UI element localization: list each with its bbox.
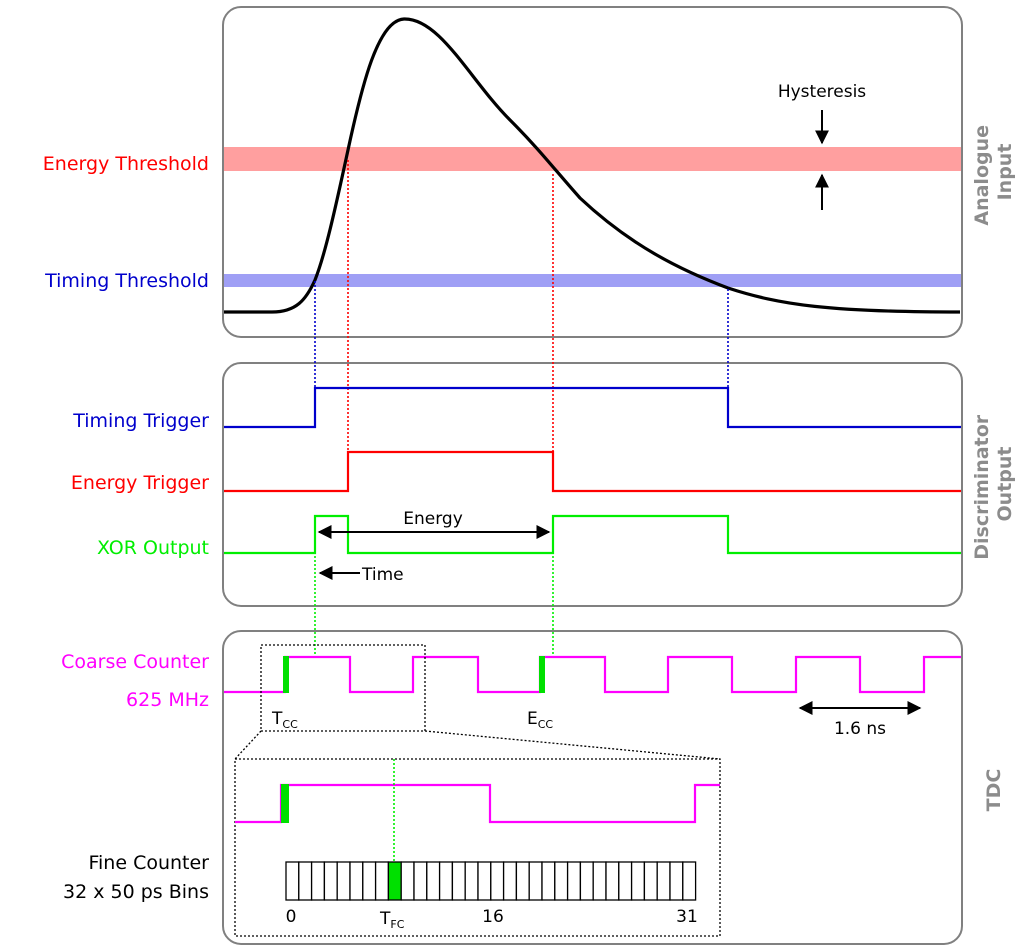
fine-bin xyxy=(426,861,441,901)
discriminator-side-line1: Discriminator xyxy=(971,414,993,560)
zoom-detail-box xyxy=(234,758,721,937)
fine-bin xyxy=(502,861,518,901)
fine-bin xyxy=(579,861,594,901)
fine-bin xyxy=(541,861,556,901)
timing-trigger-label: Timing Trigger xyxy=(72,410,209,432)
fine-bin xyxy=(336,861,351,901)
tcc-main: T xyxy=(271,709,283,729)
tfc-sub: FC xyxy=(390,918,404,931)
fine-bin xyxy=(451,861,466,901)
period-label: 1.6 ns xyxy=(834,719,886,739)
analogue-side-line2: Input xyxy=(994,144,1016,201)
fine-bin xyxy=(387,861,402,901)
fine-bin xyxy=(669,861,684,901)
coarse-counter-label: Coarse Counter xyxy=(61,651,209,673)
fine-bin xyxy=(323,861,338,901)
tcc-label: TCC xyxy=(271,709,298,731)
fine-bin xyxy=(630,861,646,901)
fine-bin xyxy=(682,861,697,901)
analogue-input-panel xyxy=(222,6,963,338)
fine-bin xyxy=(362,861,377,901)
energy-threshold-label: Energy Threshold xyxy=(43,153,209,175)
timing-threshold-label: Timing Threshold xyxy=(44,270,209,292)
tcc-highlight xyxy=(283,656,289,693)
fine-bin xyxy=(374,861,390,901)
fine-bin xyxy=(605,861,620,901)
fine-bin xyxy=(618,861,633,901)
fine-bin xyxy=(592,861,607,901)
fine-bin xyxy=(413,861,428,901)
fine-bin xyxy=(298,861,313,901)
coarse-frequency-label: 625 MHz xyxy=(126,689,209,711)
fine-bin xyxy=(310,861,326,901)
coarse-counter-clock xyxy=(224,655,961,694)
zoom-connector-right xyxy=(424,730,721,760)
fine-bin xyxy=(438,861,454,901)
ecc-highlight xyxy=(539,656,545,693)
tdc-side-label: TDC xyxy=(983,769,1005,812)
xor-output-waveform xyxy=(224,514,961,555)
timing-threshold-band xyxy=(224,274,961,287)
energy-threshold-band xyxy=(224,147,961,171)
fine-counter-bins xyxy=(285,861,697,901)
discriminator-output-panel xyxy=(222,362,963,607)
xor-output-label: XOR Output xyxy=(97,537,209,559)
fine-bin xyxy=(656,861,671,901)
ecc-label: ECC xyxy=(527,709,553,731)
ecc-sub: CC xyxy=(538,718,554,731)
fine-bin xyxy=(464,861,479,901)
fine-tick-0: 0 xyxy=(286,907,297,927)
fine-counter-label: Fine Counter xyxy=(88,852,209,874)
analogue-input-side-label: Analogue Input xyxy=(971,118,1016,225)
fine-bin xyxy=(285,861,300,901)
fine-bin xyxy=(528,861,543,901)
time-annotation: Time xyxy=(361,565,404,585)
fine-bin xyxy=(566,861,582,901)
ecc-main: E xyxy=(527,709,538,729)
zoom-source-box xyxy=(260,644,426,732)
discriminator-output-side-label: Discriminator Output xyxy=(971,408,1016,560)
analogue-pulse xyxy=(224,17,961,314)
fine-bin xyxy=(515,861,530,901)
fine-tick-31: 31 xyxy=(676,907,698,927)
energy-annotation: Energy xyxy=(403,509,463,529)
zoom-connector-left xyxy=(234,730,262,760)
fine-tick-16: 16 xyxy=(482,907,504,927)
analogue-side-line1: Analogue xyxy=(971,125,993,226)
zoomed-tcc-highlight xyxy=(281,784,289,823)
tfc-main: T xyxy=(379,909,391,929)
fine-bin xyxy=(400,861,415,901)
tfc-label: TFC xyxy=(379,909,405,931)
zoomed-clock xyxy=(235,783,720,824)
hysteresis-label: Hysteresis xyxy=(778,82,866,102)
fine-bin xyxy=(490,861,505,901)
fine-bin xyxy=(554,861,569,901)
discriminator-side-line2: Output xyxy=(994,447,1016,522)
fine-bin xyxy=(349,861,364,901)
energy-trigger-waveform xyxy=(224,450,961,493)
timing-trigger-waveform xyxy=(224,386,961,429)
fine-counter-bins-label: 32 x 50 ps Bins xyxy=(63,881,209,903)
tdc-panel xyxy=(222,630,963,945)
fine-bin xyxy=(643,861,658,901)
tcc-sub: CC xyxy=(282,718,298,731)
energy-trigger-label: Energy Trigger xyxy=(71,472,209,494)
fine-bin xyxy=(477,861,492,901)
